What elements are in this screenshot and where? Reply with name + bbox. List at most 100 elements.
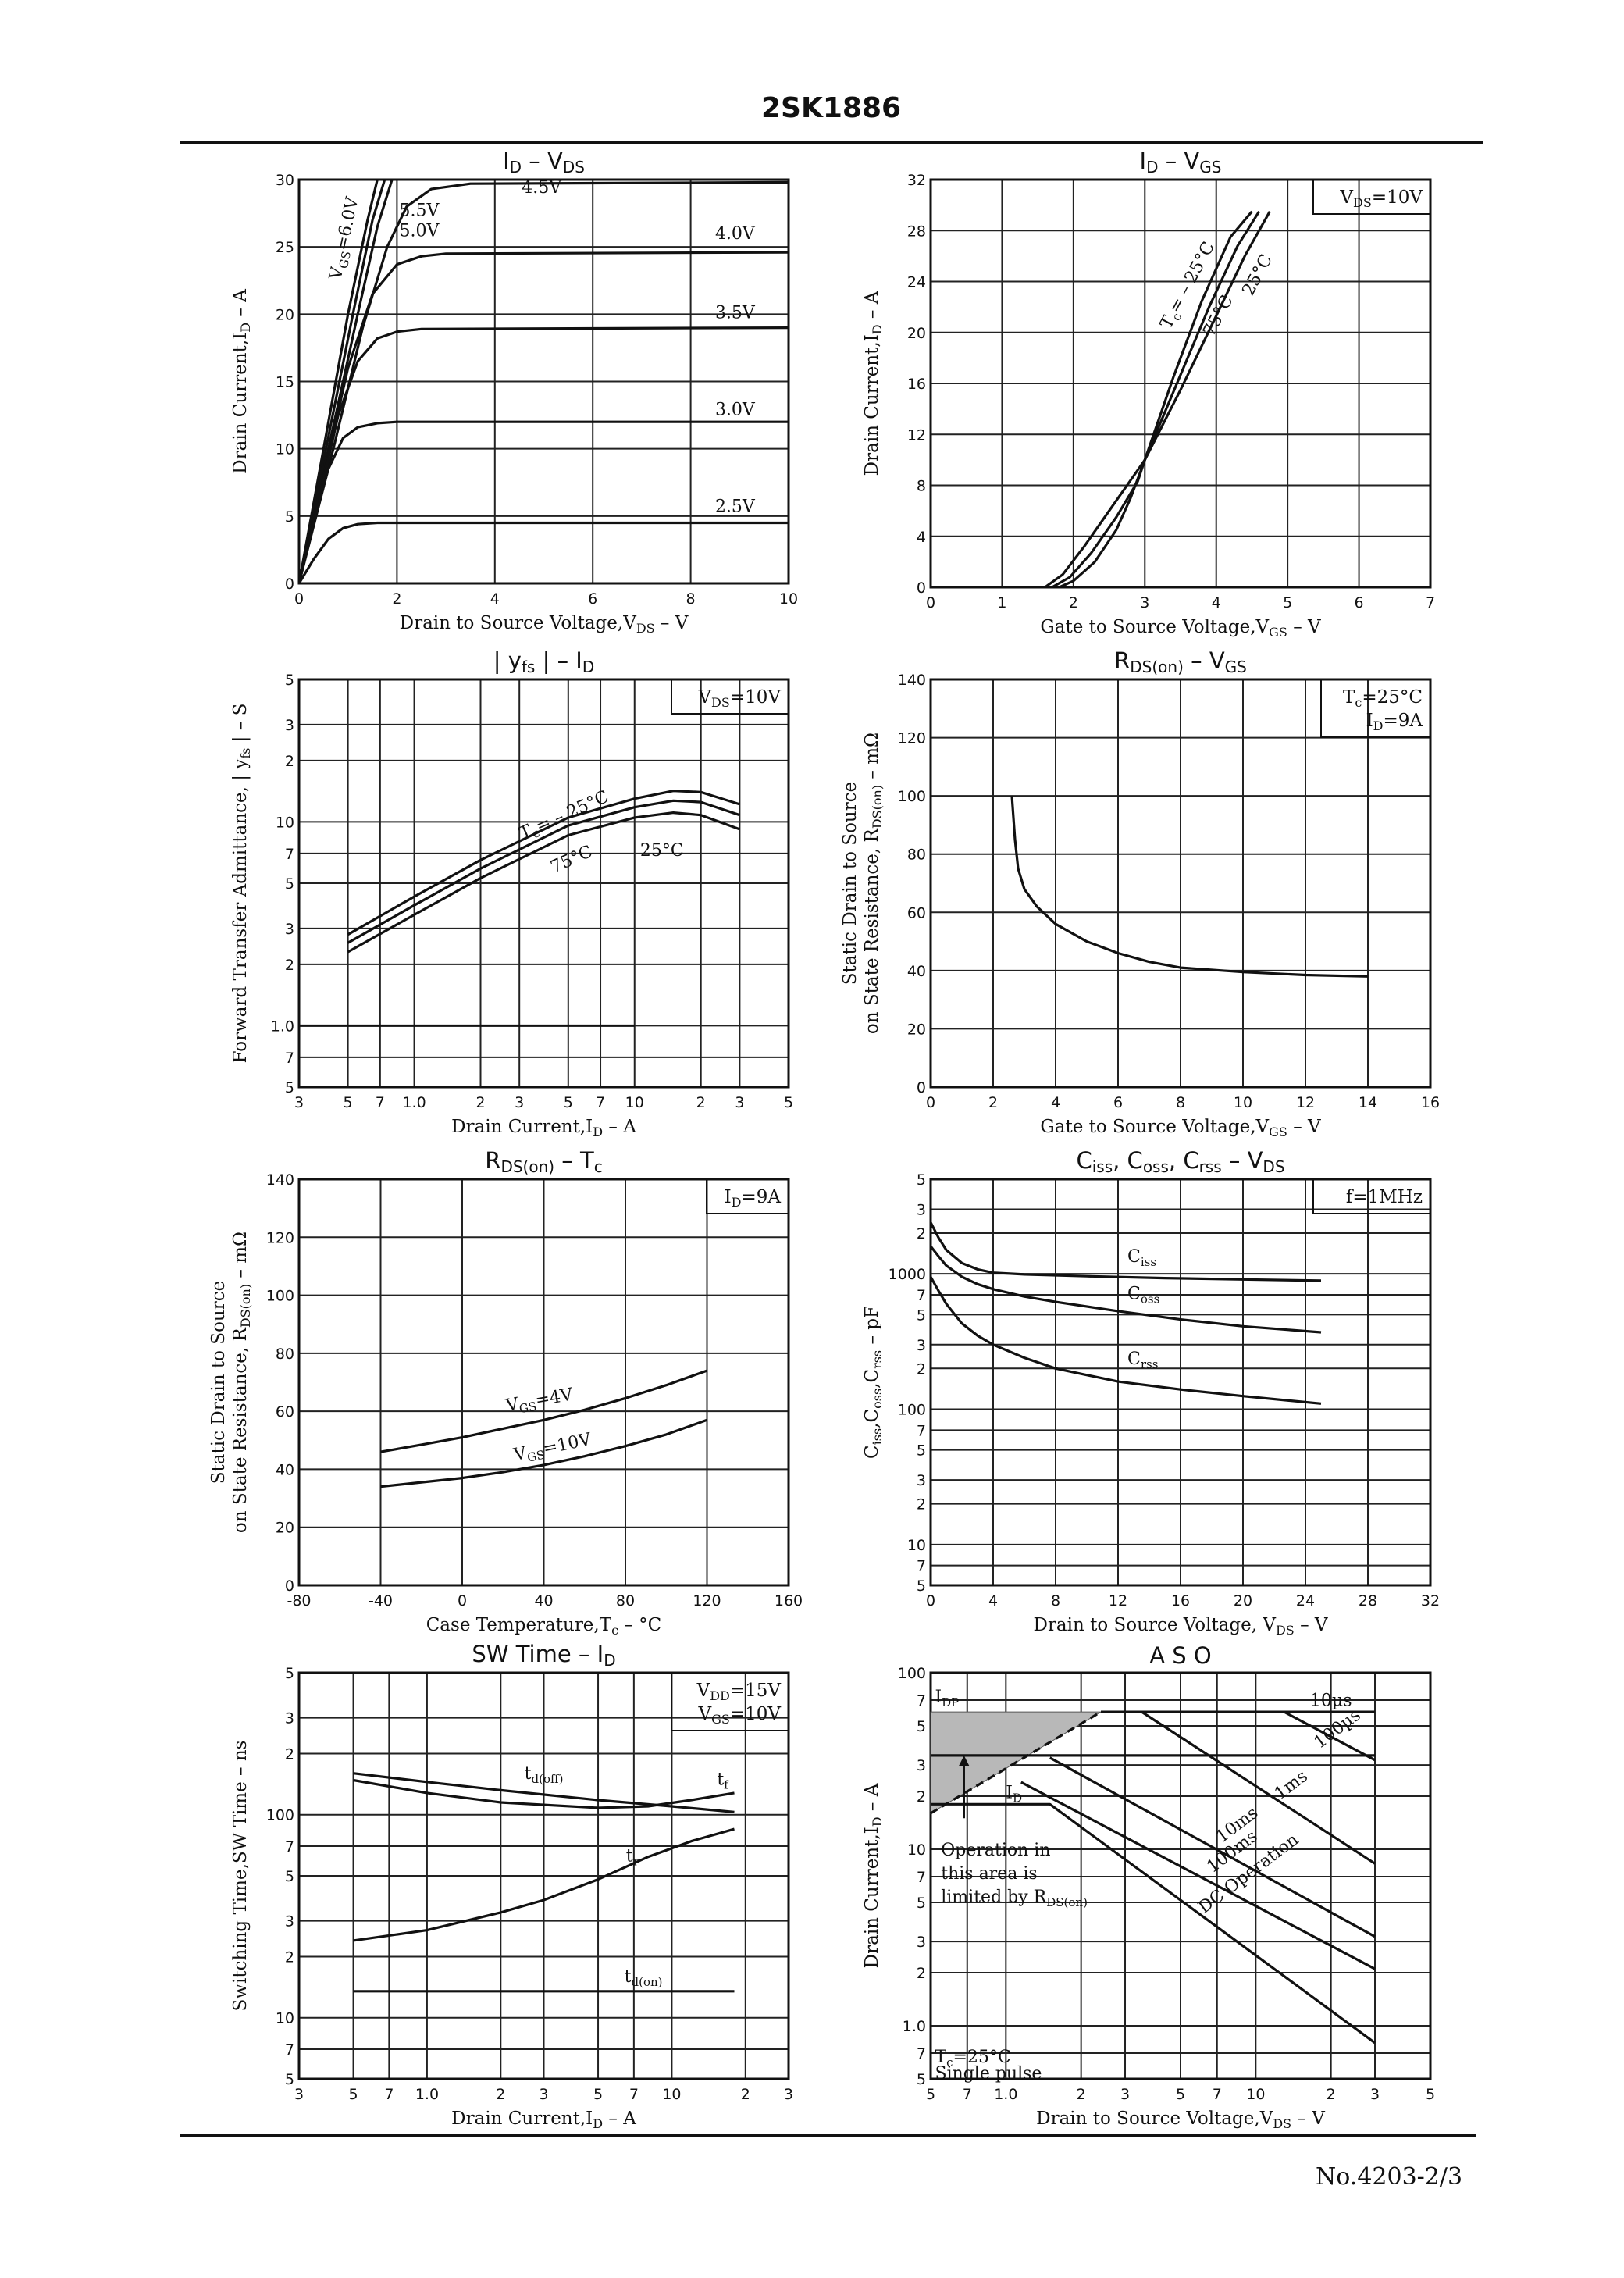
chart-rds_tc: -80 -40 0 40 80 120 160 0 20 40 60 80 100 120 140 RDS(o… — [208, 1147, 803, 1638]
y-tick-label: 60 — [907, 904, 926, 922]
condition-label: VDD=15V — [696, 1681, 782, 1703]
x-tick-label: 3 — [1370, 2086, 1380, 2103]
y-tick-label: 120 — [266, 1229, 294, 1246]
y-axis-label: Forward Transfer Admittance, | yfs | – S — [230, 704, 253, 1064]
y-tick-label: 10 — [907, 1537, 926, 1554]
y-tick-label: 100 — [898, 1665, 926, 1682]
series-line-rds-on-limit — [930, 1710, 1102, 1815]
x-tick-label: 28 — [1359, 1592, 1377, 1610]
x-axis-label: Drain Current,ID – A — [451, 2109, 636, 2131]
y-tick-label: 8 — [917, 478, 926, 495]
y-tick-label: 7 — [285, 2041, 294, 2059]
y-axis-label: Switching Time,SW Time – ns — [230, 1741, 251, 2012]
condition-box — [1312, 1178, 1431, 1214]
chart-title: SW Time – ID — [472, 1641, 615, 1670]
y-tick-label: 5 — [285, 1079, 294, 1096]
chart-title: ID – VGS — [1140, 148, 1222, 176]
chart-title: | yfs | – ID — [493, 647, 595, 676]
y-axis-label-line2: on State Resistance, RDS(on) – mΩ — [862, 733, 885, 1034]
y-tick-label: 10 — [907, 1841, 926, 1859]
chart-cap_vds: 0 4 8 12 16 20 24 28 32 5 7 10 2 3 5 7 100 2 3 5 7 1000 2 3 5 Cis… — [862, 1147, 1440, 1638]
x-tick-label: 5 — [344, 1094, 353, 1111]
x-tick-label: 1.0 — [994, 2086, 1017, 2103]
y-tick-label: 3 — [285, 1913, 294, 1930]
y-tick-label: 2 — [285, 753, 294, 770]
x-tick-label: 7 — [384, 2086, 394, 2103]
x-tick-label: 10 — [625, 1094, 644, 1111]
plot-frame — [929, 1671, 1432, 2080]
y-tick-label: 7 — [917, 2045, 926, 2062]
x-tick-label: 7 — [963, 2086, 972, 2103]
y-tick-label: 2 — [917, 1965, 926, 1982]
y-tick-label: 15 — [276, 374, 294, 391]
y-tick-label: 7 — [285, 1838, 294, 1856]
x-tick-label: 6 — [588, 590, 597, 608]
x-axis-label: Drain to Source Voltage, VDS – V — [1034, 1615, 1328, 1638]
annotation-3-5v: 3.5V — [715, 304, 756, 323]
y-tick-label: 1000 — [889, 1266, 926, 1283]
y-tick-label: 7 — [917, 1692, 926, 1709]
series-line-25-c — [1051, 210, 1260, 589]
x-tick-label: 0 — [926, 594, 935, 611]
y-tick-label: 5 — [917, 1171, 926, 1189]
y-tick-label: 12 — [907, 426, 926, 444]
series-line-4-5v — [297, 180, 789, 584]
chart-id_vds: 0 2 4 6 8 10 0 5 10 15 20 25 30 ID – VDS Drain to Sour… — [230, 148, 798, 636]
series-line-vgs-10v — [380, 1418, 708, 1488]
y-tick-label: 40 — [276, 1461, 294, 1478]
condition-box — [671, 679, 789, 715]
series-line-2-5v — [297, 521, 789, 584]
series-line-tc-25-c — [1058, 210, 1253, 589]
y-tick-label: 10 — [276, 814, 294, 831]
annotation-td-off: td(off) — [525, 1764, 564, 1786]
chart-rds_vgs: 0 2 4 6 8 10 12 14 16 0 20 40 60 80 100 120 140 RDS(on) –… — [840, 647, 1440, 1139]
annotation-crss: Crss — [1127, 1349, 1158, 1371]
x-tick-label: 3 — [784, 2086, 793, 2103]
y-tick-label: 2 — [917, 1225, 926, 1242]
plot-frame — [929, 1178, 1432, 1587]
y-tick-label: 2 — [917, 1496, 926, 1513]
y-tick-label: 20 — [276, 1520, 294, 1537]
chart-title: A S O — [1149, 1642, 1212, 1669]
condition-label: ID=9A — [1366, 711, 1423, 733]
condition-label: VDS=10V — [1339, 187, 1423, 210]
x-tick-label: 0 — [458, 1592, 467, 1610]
y-axis-label: Drain Current,ID – A — [862, 291, 885, 476]
x-tick-label: 5 — [926, 2086, 935, 2103]
annotation-this-area-is: this area is — [941, 1864, 1037, 1884]
y-tick-label: 7 — [917, 1558, 926, 1575]
series-line-75-c — [1044, 211, 1271, 589]
y-tick-label: 5 — [285, 2071, 294, 2088]
series-line-crss — [929, 1276, 1322, 1405]
x-tick-label: 6 — [1113, 1094, 1123, 1111]
footer-rule — [180, 2134, 1476, 2137]
plot-frame — [929, 178, 1432, 589]
annotation-tr: tr — [626, 1846, 639, 1868]
x-tick-label: 3 — [515, 1094, 524, 1111]
y-tick-label: 2 — [917, 1788, 926, 1806]
series-line-ciss — [929, 1221, 1322, 1282]
y-tick-label: 30 — [276, 172, 294, 189]
condition-box — [706, 1178, 789, 1214]
x-tick-label: 2 — [392, 590, 401, 608]
x-tick-label: 10 — [1246, 2086, 1265, 2103]
y-tick-label: 2 — [917, 1360, 926, 1378]
y-tick-label: 140 — [898, 672, 926, 689]
y-axis-label: Drain Current,ID – A — [862, 1783, 885, 1968]
series-line-3-5v — [297, 326, 789, 584]
condition-label: VGS=10V — [697, 1704, 781, 1727]
annotation-3-0v: 3.0V — [715, 401, 756, 420]
x-tick-label: 3 — [1120, 2086, 1130, 2103]
series-line-vgs-6-0v — [297, 179, 379, 584]
y-tick-label: 80 — [276, 1346, 294, 1363]
condition-box — [1320, 679, 1431, 738]
series-line-100ms — [1020, 1781, 1376, 1970]
y-tick-label: 3 — [285, 717, 294, 734]
y-tick-label: 20 — [907, 1021, 926, 1038]
plot-frame — [297, 1671, 790, 2080]
annotation-limited-by-rds-on: limited by RDS(on) — [941, 1888, 1088, 1909]
x-tick-label: 0 — [926, 1094, 935, 1111]
y-tick-label: 3 — [285, 1710, 294, 1727]
annotation-tf: tf — [717, 1770, 729, 1792]
annotation-single-pulse: Single pulse — [935, 2064, 1042, 2084]
